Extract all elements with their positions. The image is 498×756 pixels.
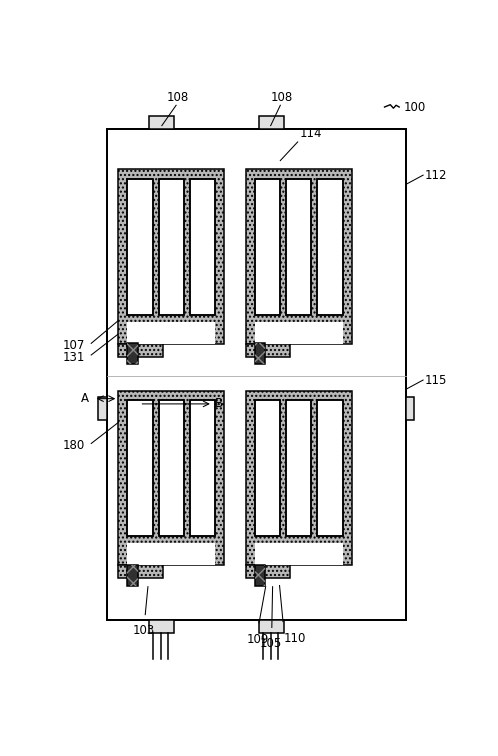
Bar (259, 621, 284, 634)
Text: 131: 131 (62, 351, 85, 364)
Text: 110: 110 (284, 631, 306, 645)
Bar (254, 400, 280, 536)
Bar (118, 169, 224, 344)
Bar (406, 398, 414, 420)
Bar (118, 344, 163, 357)
Text: 108: 108 (167, 91, 189, 104)
Bar (127, 565, 138, 586)
Text: 112: 112 (425, 169, 448, 181)
Bar (118, 169, 224, 344)
Bar (127, 400, 153, 536)
Text: 100: 100 (404, 101, 426, 113)
Bar (254, 321, 343, 344)
Bar (190, 179, 215, 315)
Bar (107, 129, 406, 621)
Text: A: A (81, 392, 89, 405)
Bar (246, 565, 290, 578)
Bar (127, 565, 138, 586)
Bar (149, 621, 174, 634)
Bar (246, 169, 352, 344)
Bar (190, 400, 215, 536)
Bar (127, 179, 153, 315)
Bar (286, 179, 311, 315)
Bar (118, 344, 163, 357)
Bar (158, 179, 184, 315)
Text: 180: 180 (62, 439, 85, 452)
Bar (317, 400, 343, 536)
Bar (118, 565, 163, 578)
Bar (158, 179, 184, 315)
Bar (98, 398, 107, 420)
Bar (254, 565, 265, 586)
Bar (317, 400, 343, 536)
Bar (246, 565, 290, 578)
Bar (286, 400, 311, 536)
Bar (286, 400, 311, 536)
Bar (317, 179, 343, 315)
Bar (317, 179, 343, 315)
Bar (254, 179, 280, 315)
Text: 115: 115 (425, 373, 447, 386)
Bar (127, 543, 215, 565)
Text: 108: 108 (271, 91, 293, 104)
Bar (149, 116, 174, 129)
Text: 103: 103 (132, 624, 154, 637)
Bar (246, 169, 352, 344)
Bar (254, 343, 265, 364)
Bar (246, 344, 290, 357)
Bar (254, 400, 280, 536)
Bar (190, 400, 215, 536)
Bar (254, 565, 265, 586)
Bar (259, 116, 284, 129)
Text: 114: 114 (300, 127, 322, 140)
Bar (127, 400, 153, 536)
Bar (127, 343, 138, 364)
Bar (254, 543, 343, 565)
Bar (286, 179, 311, 315)
Bar (158, 400, 184, 536)
Bar (246, 391, 352, 565)
Bar (118, 391, 224, 565)
Bar (190, 179, 215, 315)
Bar (246, 391, 352, 565)
Bar (158, 400, 184, 536)
Bar (127, 179, 153, 315)
Bar (118, 391, 224, 565)
Text: B: B (215, 398, 223, 411)
Bar (254, 343, 265, 364)
Bar (246, 344, 290, 357)
Text: 109: 109 (247, 633, 269, 646)
Text: 105: 105 (260, 637, 282, 650)
Text: 107: 107 (62, 339, 85, 352)
Bar (127, 321, 215, 344)
Bar (127, 343, 138, 364)
Bar (118, 565, 163, 578)
Bar (254, 179, 280, 315)
